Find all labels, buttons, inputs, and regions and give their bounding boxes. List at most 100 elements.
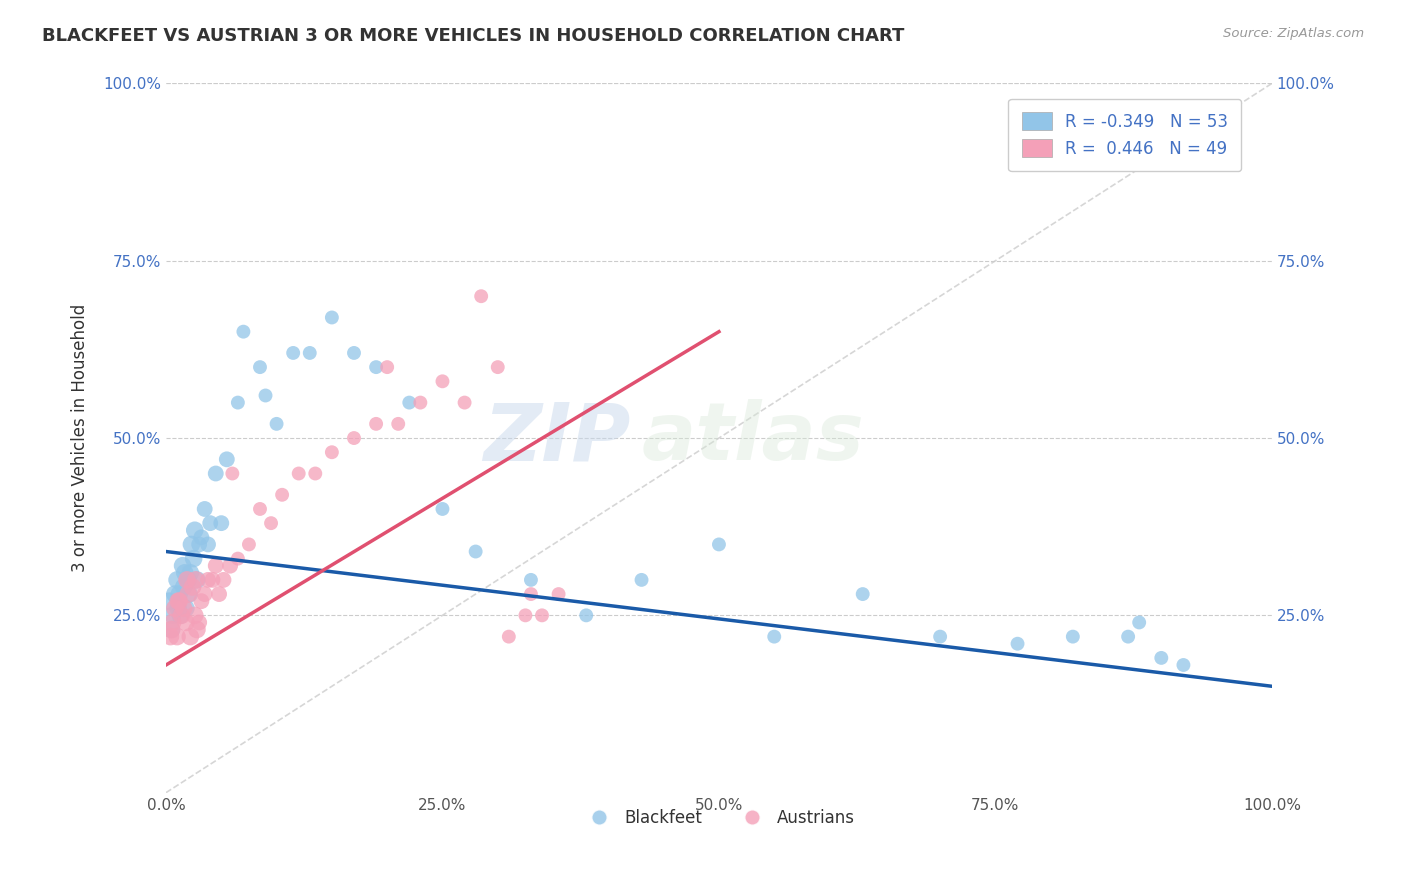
Point: [169, 608, 191, 623]
Point: [409, 395, 432, 409]
Point: [249, 502, 271, 516]
Text: BLACKFEET VS AUSTRIAN 3 OR MORE VEHICLES IN HOUSEHOLD CORRELATION CHART: BLACKFEET VS AUSTRIAN 3 OR MORE VEHICLES…: [42, 27, 904, 45]
Point: [515, 608, 537, 623]
Point: [238, 537, 260, 551]
Point: [163, 601, 186, 615]
Point: [1128, 615, 1150, 630]
Point: [260, 516, 283, 530]
Point: [520, 573, 543, 587]
Point: [167, 587, 190, 601]
Point: [387, 417, 409, 431]
Point: [432, 374, 454, 388]
Point: [159, 630, 181, 644]
Point: [366, 360, 388, 375]
Point: [174, 601, 197, 615]
Point: [298, 346, 321, 360]
Y-axis label: 3 or more Vehicles in Household: 3 or more Vehicles in Household: [72, 304, 89, 572]
Point: [174, 615, 197, 630]
Text: ZIP: ZIP: [484, 399, 630, 477]
Point: [470, 289, 492, 303]
Point: [167, 594, 190, 608]
Point: [266, 417, 288, 431]
Point: [186, 623, 208, 637]
Legend: Blackfeet, Austrians: Blackfeet, Austrians: [576, 803, 862, 834]
Point: [177, 587, 200, 601]
Point: [283, 346, 305, 360]
Point: [162, 608, 184, 623]
Point: [173, 566, 195, 580]
Point: [707, 537, 730, 551]
Point: [208, 587, 231, 601]
Point: [176, 573, 198, 587]
Point: [1007, 637, 1029, 651]
Point: [271, 488, 294, 502]
Point: [188, 537, 211, 551]
Point: [188, 615, 211, 630]
Point: [498, 630, 520, 644]
Point: [530, 608, 553, 623]
Point: [219, 558, 242, 573]
Point: [630, 573, 652, 587]
Point: [200, 516, 222, 530]
Point: [184, 608, 207, 623]
Point: [172, 558, 194, 573]
Point: [204, 467, 226, 481]
Point: [170, 608, 193, 623]
Text: atlas: atlas: [641, 399, 865, 477]
Point: [190, 594, 212, 608]
Point: [287, 467, 309, 481]
Point: [204, 558, 226, 573]
Point: [173, 580, 195, 594]
Point: [197, 573, 219, 587]
Point: [166, 630, 188, 644]
Point: [226, 395, 249, 409]
Point: [432, 502, 454, 516]
Point: [366, 417, 388, 431]
Point: [186, 573, 208, 587]
Point: [157, 594, 180, 608]
Point: [1062, 630, 1084, 644]
Point: [160, 623, 183, 637]
Point: [852, 587, 875, 601]
Text: Source: ZipAtlas.com: Source: ZipAtlas.com: [1223, 27, 1364, 40]
Point: [1116, 630, 1139, 644]
Point: [321, 310, 343, 325]
Point: [1173, 658, 1195, 673]
Point: [520, 587, 543, 601]
Point: [929, 630, 952, 644]
Point: [763, 630, 786, 644]
Point: [181, 580, 204, 594]
Point: [226, 551, 249, 566]
Point: [166, 573, 188, 587]
Point: [249, 360, 271, 375]
Point: [194, 587, 217, 601]
Point: [163, 587, 186, 601]
Point: [575, 608, 598, 623]
Point: [464, 544, 486, 558]
Point: [194, 502, 217, 516]
Point: [197, 537, 219, 551]
Point: [1150, 651, 1173, 665]
Point: [254, 388, 277, 402]
Point: [179, 566, 201, 580]
Point: [162, 615, 184, 630]
Point: [184, 573, 207, 587]
Point: [167, 601, 190, 615]
Point: [221, 467, 243, 481]
Point: [375, 360, 398, 375]
Point: [343, 431, 366, 445]
Point: [160, 623, 183, 637]
Point: [180, 537, 202, 551]
Point: [232, 325, 254, 339]
Point: [167, 594, 190, 608]
Point: [209, 516, 232, 530]
Point: [183, 551, 205, 566]
Point: [212, 573, 235, 587]
Point: [190, 530, 212, 544]
Point: [453, 395, 475, 409]
Point: [179, 630, 201, 644]
Point: [184, 523, 207, 537]
Point: [179, 587, 201, 601]
Point: [321, 445, 343, 459]
Point: [201, 573, 224, 587]
